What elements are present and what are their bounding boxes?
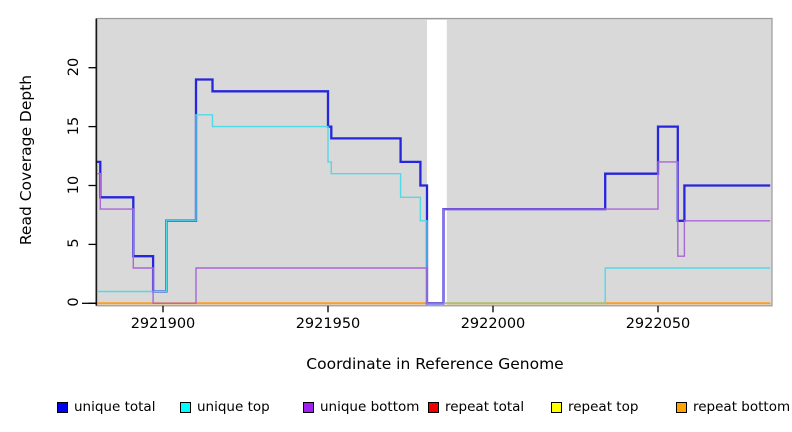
series-line-unique-bottom xyxy=(97,161,771,304)
legend-label-unique-bottom: unique bottom xyxy=(320,399,420,415)
legend-swatch-repeat-total xyxy=(428,402,439,413)
legend-swatch-unique-bottom xyxy=(303,402,314,413)
legend-label-repeat-top: repeat top xyxy=(568,399,639,415)
x-axis-title: Coordinate in Reference Genome xyxy=(306,355,564,373)
y-tick-label-20: 20 xyxy=(66,57,82,76)
legend-swatch-repeat-top xyxy=(551,402,562,413)
x-tick-label-2921900: 2921900 xyxy=(130,316,196,332)
chart-legend: unique total unique top unique bottom repea… xyxy=(0,396,792,422)
y-tick-label-10: 10 xyxy=(66,175,82,194)
legend-swatch-unique-total xyxy=(57,402,68,413)
legend-label-repeat-bottom: repeat bottom xyxy=(693,399,791,415)
y-tick-label-15: 15 xyxy=(66,116,82,135)
legend-label-repeat-total: repeat total xyxy=(445,399,525,415)
x-tick-label-2921950: 2921950 xyxy=(295,316,361,332)
legend-label-unique-top: unique top xyxy=(197,399,270,415)
y-axis-title: Read Coverage Depth xyxy=(17,74,35,246)
legend-swatch-unique-top xyxy=(180,402,191,413)
x-tick-label-2922000: 2922000 xyxy=(460,316,526,332)
masked-gap-band xyxy=(427,19,447,306)
y-tick-label-0: 0 xyxy=(66,297,82,307)
y-tick-label-5: 5 xyxy=(66,238,82,249)
x-tick-label-2922050: 2922050 xyxy=(625,316,691,332)
legend-label-unique-total: unique total xyxy=(74,399,156,415)
legend-swatch-repeat-bottom xyxy=(676,402,687,413)
